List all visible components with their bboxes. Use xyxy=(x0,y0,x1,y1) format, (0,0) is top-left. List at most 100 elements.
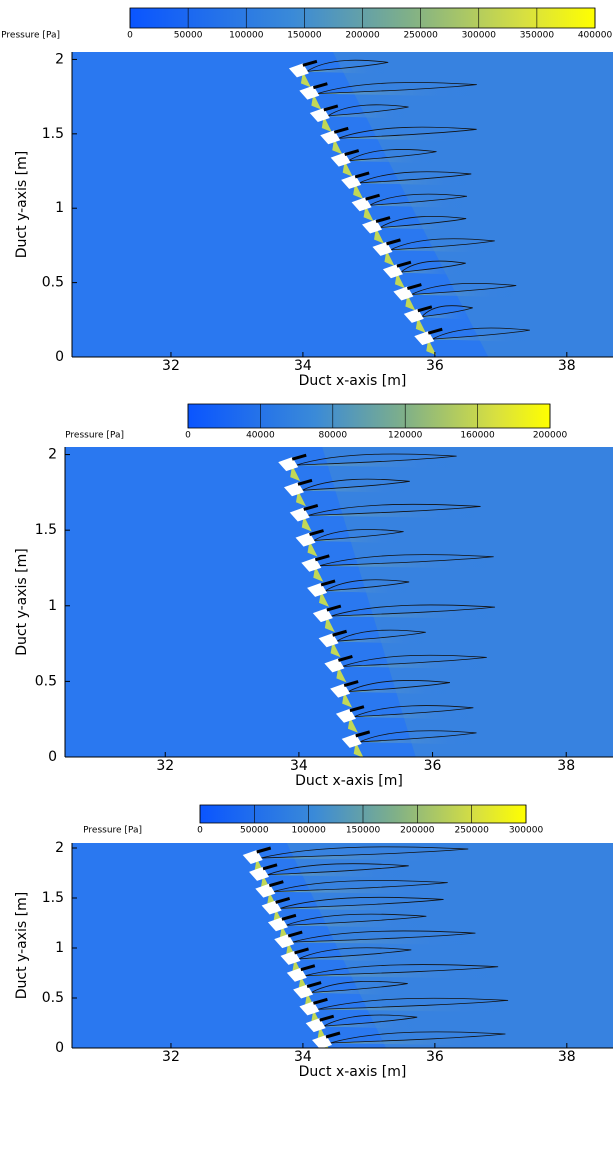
colorbar-tick-label: 150000 xyxy=(346,826,381,836)
vane xyxy=(307,582,328,597)
wake xyxy=(344,154,437,164)
wake-contour xyxy=(301,478,410,491)
wake-contour xyxy=(313,529,404,542)
vane xyxy=(286,967,307,982)
vane-edge xyxy=(287,930,303,938)
shock-glow xyxy=(290,465,301,482)
wake xyxy=(355,176,472,186)
x-tick-label: 32 xyxy=(162,358,180,374)
vane-edge xyxy=(291,453,307,461)
y-tick-label: 0 xyxy=(48,749,57,765)
vane-edge xyxy=(281,913,297,921)
shock-glow xyxy=(307,540,318,557)
wake-contour xyxy=(296,453,457,466)
shock-region xyxy=(286,843,613,1048)
vane-edge xyxy=(349,705,365,713)
vane xyxy=(305,1018,326,1033)
wake-contour xyxy=(353,705,474,718)
wake xyxy=(302,65,389,75)
colorbar-tick-label: 250000 xyxy=(403,31,438,41)
wake xyxy=(386,243,495,253)
colorbar-tick-label: 100000 xyxy=(229,31,264,41)
vane-edge xyxy=(427,327,443,335)
colorbar-tick-label: 400000 xyxy=(578,31,613,41)
y-tick-label: 0 xyxy=(55,349,64,365)
vane-edge xyxy=(314,554,330,562)
x-tick-label: 34 xyxy=(294,358,312,374)
y-tick-label: 0.5 xyxy=(42,990,64,1006)
vane xyxy=(274,934,295,949)
y-tick-label: 1 xyxy=(48,598,57,614)
wake-contour xyxy=(298,947,412,960)
shock-glow xyxy=(353,182,364,199)
vane-edge xyxy=(306,981,322,988)
vane xyxy=(267,917,288,932)
vane-edge xyxy=(325,1031,341,1039)
wake xyxy=(263,868,409,878)
wake-contour xyxy=(432,327,530,340)
vane xyxy=(283,482,304,497)
wake-contour xyxy=(369,193,468,206)
vane xyxy=(295,532,316,547)
vane-edge xyxy=(365,193,381,201)
shock-glow xyxy=(295,490,306,507)
wake-contour xyxy=(400,260,466,273)
vane xyxy=(261,900,282,915)
shock-glow xyxy=(405,294,416,311)
wake xyxy=(288,936,476,946)
pressure-field xyxy=(72,843,613,1048)
vane xyxy=(330,683,351,698)
colorbar-label: Pressure [Pa] xyxy=(83,826,142,836)
wake-contour xyxy=(279,896,444,909)
wake xyxy=(292,459,457,469)
shock-glow xyxy=(342,160,353,177)
colorbar-tick-label: 50000 xyxy=(240,826,269,836)
vane xyxy=(278,457,299,472)
shock-glow xyxy=(363,205,374,222)
wake-contour xyxy=(317,997,509,1010)
vane xyxy=(301,557,322,572)
wake-contour xyxy=(336,629,426,642)
wake xyxy=(315,559,494,569)
wake-contour xyxy=(310,980,408,993)
vane xyxy=(288,63,309,78)
wake xyxy=(275,902,444,912)
wake-contour xyxy=(324,579,410,592)
vane xyxy=(255,883,276,898)
x-tick-label: 38 xyxy=(558,1049,576,1065)
vane-edge xyxy=(375,216,391,224)
wake-contour xyxy=(338,126,477,139)
shock-glow xyxy=(301,515,312,532)
wake-contour xyxy=(273,880,448,893)
vane xyxy=(403,308,424,323)
shock-glow xyxy=(415,316,426,333)
vane-edge xyxy=(337,654,353,662)
x-axis-label: Duct x-axis [m] xyxy=(295,773,403,789)
vane-edge xyxy=(323,104,339,112)
wake-contour xyxy=(317,82,477,95)
wake xyxy=(326,1037,506,1046)
colorbar-tick-label: 100000 xyxy=(291,826,326,836)
vane-edge xyxy=(417,305,433,313)
vane-edge xyxy=(312,82,328,90)
wake xyxy=(313,87,477,97)
colorbar-tick-label: 200000 xyxy=(400,826,435,836)
y-axis-label: Duct y-axis [m] xyxy=(14,892,30,999)
y-tick-label: 1.5 xyxy=(42,890,64,906)
colorbar-tick-label: 80000 xyxy=(318,431,347,441)
shock-glow xyxy=(332,138,343,155)
vane-edge xyxy=(320,579,336,587)
vane-edge xyxy=(294,947,309,955)
vane xyxy=(320,130,341,145)
y-tick-label: 0 xyxy=(55,1040,64,1056)
vane-edge xyxy=(332,629,348,637)
colorbar-tick-label: 0 xyxy=(197,826,203,836)
shock-glow xyxy=(342,691,353,708)
y-tick-label: 2 xyxy=(55,840,64,856)
wake xyxy=(428,333,530,343)
shock-glow xyxy=(313,565,324,582)
shock-glow xyxy=(336,666,347,683)
x-tick-label: 36 xyxy=(426,358,444,374)
wake-contour xyxy=(307,503,481,516)
